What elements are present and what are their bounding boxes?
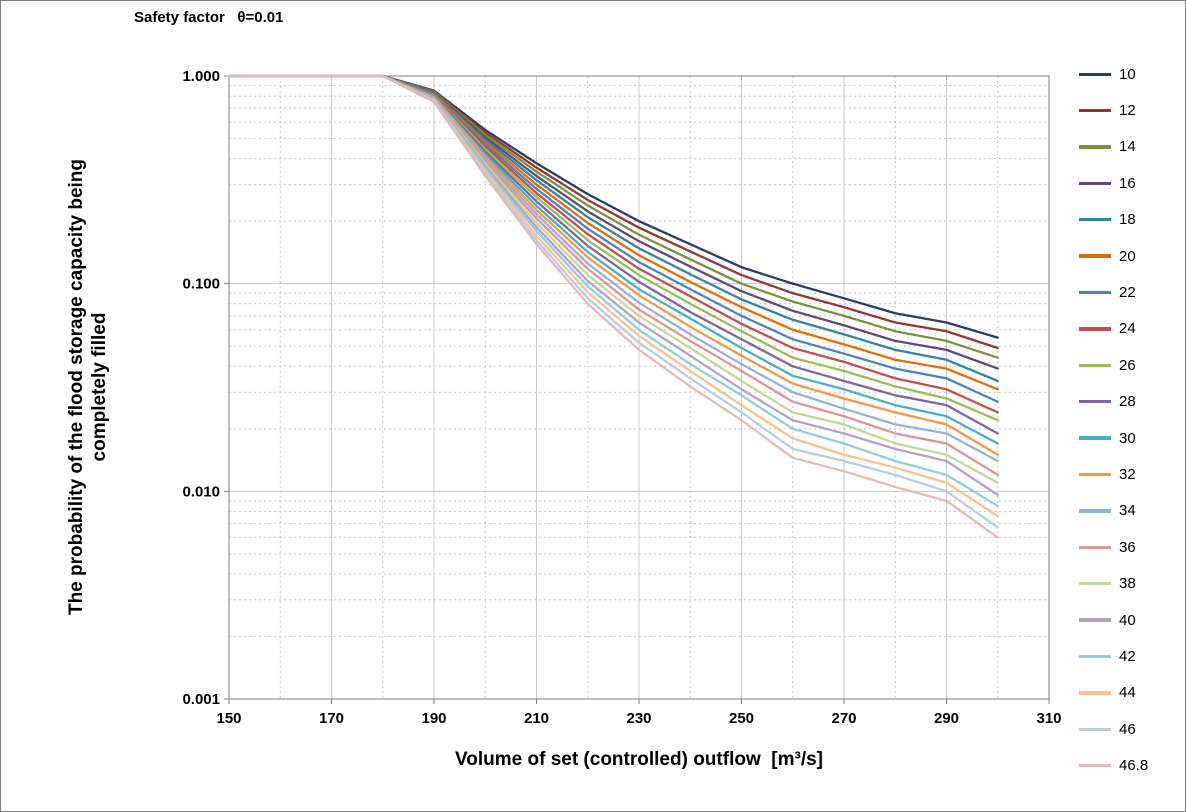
legend-line-swatch (1079, 254, 1111, 258)
legend-item-label: 12 (1119, 102, 1136, 120)
legend-line-swatch (1079, 363, 1111, 368)
legend-line-swatch (1079, 327, 1111, 331)
legend-item: 42 (1079, 638, 1183, 674)
legend-line-swatch (1079, 618, 1111, 622)
legend-line-swatch (1079, 654, 1111, 659)
legend-item-label: 10 (1119, 65, 1136, 83)
y-tick-label: 0.010 (182, 483, 220, 500)
x-tick-label: 170 (319, 710, 344, 727)
legend-item-label: 36 (1119, 538, 1136, 556)
legend-item-label: 38 (1119, 575, 1136, 593)
legend-item: 22 (1079, 274, 1183, 310)
legend-line-swatch (1079, 400, 1111, 404)
legend-line-swatch (1079, 436, 1111, 440)
legend-item: 46.8 (1079, 747, 1183, 783)
legend-line-swatch (1079, 72, 1111, 76)
series-line-32 (227, 74, 999, 456)
legend-item-label: 28 (1119, 393, 1136, 411)
legend-item-label: 30 (1119, 429, 1136, 447)
legend-line-swatch (1079, 509, 1111, 513)
legend-item: 14 (1079, 129, 1183, 165)
legend-line-swatch (1079, 691, 1111, 695)
legend-item-label: 34 (1119, 502, 1136, 520)
legend-line-swatch (1079, 108, 1111, 113)
legend-item-label: 46.8 (1119, 757, 1149, 775)
x-tick-label: 210 (524, 710, 549, 727)
legend-item-label: 16 (1119, 174, 1136, 192)
legend-item-label: 46 (1119, 720, 1136, 738)
legend-item-label: 42 (1119, 647, 1136, 665)
series-line-10 (227, 74, 999, 339)
legend-line-swatch (1079, 545, 1111, 549)
series-line-34 (227, 74, 999, 463)
legend-item-label: 24 (1119, 320, 1136, 338)
legend-item: 46 (1079, 711, 1183, 747)
legend-line-swatch (1079, 181, 1111, 186)
legend-item-label: 40 (1119, 611, 1136, 629)
x-tick-label: 290 (934, 710, 959, 727)
legend-item: 12 (1079, 92, 1183, 128)
series-line-26 (227, 74, 999, 422)
legend-line-swatch (1079, 145, 1111, 149)
legend-item-label: 20 (1119, 247, 1136, 265)
legend-item: 32 (1079, 456, 1183, 492)
legend-item: 16 (1079, 165, 1183, 201)
legend-line-swatch (1079, 472, 1111, 477)
chart-title: Safety factor θ=0.01 (134, 9, 284, 26)
legend-item-label: 26 (1119, 356, 1136, 374)
x-axis-title: Volume of set (controlled) outflow [m³/s… (454, 749, 824, 770)
x-tick-label: 150 (216, 710, 241, 727)
legend-item: 18 (1079, 202, 1183, 238)
legend-line-swatch (1079, 727, 1111, 731)
y-tick-label: 0.100 (182, 276, 220, 293)
legend-line-swatch (1079, 290, 1111, 295)
legend-line-swatch (1079, 763, 1111, 768)
legend-item: 20 (1079, 238, 1183, 274)
legend-item: 10 (1079, 56, 1183, 92)
series-line-30 (227, 74, 999, 445)
y-tick-label: 0.001 (182, 691, 220, 708)
x-tick-label: 230 (626, 710, 651, 727)
legend-item: 44 (1079, 675, 1183, 711)
x-tick-label: 270 (831, 710, 856, 727)
series-line-42 (227, 74, 999, 508)
legend-item: 24 (1079, 311, 1183, 347)
legend-item-label: 44 (1119, 684, 1136, 702)
x-tick-label: 190 (421, 710, 446, 727)
legend-item: 40 (1079, 602, 1183, 638)
legend-line-swatch (1079, 218, 1111, 222)
legend-line-swatch (1079, 581, 1111, 586)
x-tick-label: 310 (1036, 710, 1061, 727)
legend-item-label: 22 (1119, 284, 1136, 302)
legend-item-label: 14 (1119, 138, 1136, 156)
x-tick-label: 250 (729, 710, 754, 727)
series-line-38 (227, 74, 999, 484)
legend-item-label: 18 (1119, 211, 1136, 229)
legend: 10 12 14 16 18 20 22 24 26 28 30 32 34 36 38 40 42 44 46 46… (1079, 56, 1183, 784)
legend-item: 28 (1079, 384, 1183, 420)
legend-item: 36 (1079, 529, 1183, 565)
legend-item: 30 (1079, 420, 1183, 456)
legend-item: 26 (1079, 347, 1183, 383)
legend-item-label: 32 (1119, 465, 1136, 483)
series-line-16 (227, 74, 999, 370)
legend-item: 34 (1079, 493, 1183, 529)
series-line-46.8 (227, 74, 999, 539)
y-tick-label: 1.000 (182, 68, 220, 85)
series-line-28 (227, 74, 999, 435)
legend-item: 38 (1079, 565, 1183, 601)
